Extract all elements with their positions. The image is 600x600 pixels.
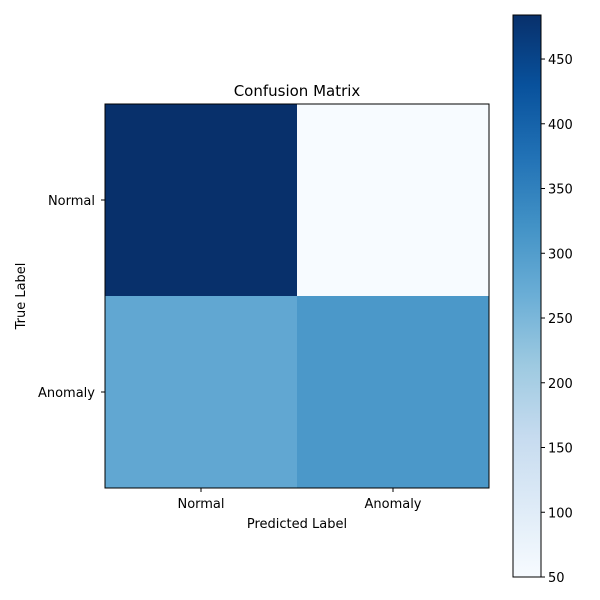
heatmap-cells <box>105 104 489 488</box>
colorbar-tick-label: 300 <box>548 247 573 262</box>
x-tick-label: Normal <box>177 497 224 512</box>
colorbar-tick-label: 450 <box>548 53 573 68</box>
plot-frame <box>104 103 490 489</box>
colorbar-ticks: 50 100 150 200 250 300 350 400 450 <box>541 53 573 586</box>
x-tick-label: Anomaly <box>364 497 421 512</box>
chart-title: Confusion Matrix <box>234 82 361 100</box>
y-tick-label: Anomaly <box>38 386 95 401</box>
heatmap-cell <box>297 296 489 488</box>
colorbar-frame <box>512 14 542 578</box>
colorbar-tick-label: 50 <box>548 571 565 586</box>
colorbar-tick-label: 250 <box>548 312 573 327</box>
colorbar-tick-label: 350 <box>548 183 573 198</box>
x-axis-ticks: Normal Anomaly <box>177 488 422 512</box>
heatmap-cell <box>297 104 489 296</box>
y-axis-ticks: Normal Anomaly <box>38 194 105 401</box>
heatmap-cell <box>105 104 297 296</box>
heatmap-cell <box>105 296 297 488</box>
colorbar-tick-label: 150 <box>548 442 573 457</box>
y-axis-label: True Label <box>14 263 29 331</box>
x-axis-label: Predicted Label <box>247 517 347 532</box>
colorbar-tick-label: 200 <box>548 377 573 392</box>
colorbar-gradient <box>513 15 541 577</box>
colorbar-tick-label: 100 <box>548 506 573 521</box>
colorbar-tick-label: 400 <box>548 118 573 133</box>
y-tick-label: Normal <box>48 194 95 209</box>
